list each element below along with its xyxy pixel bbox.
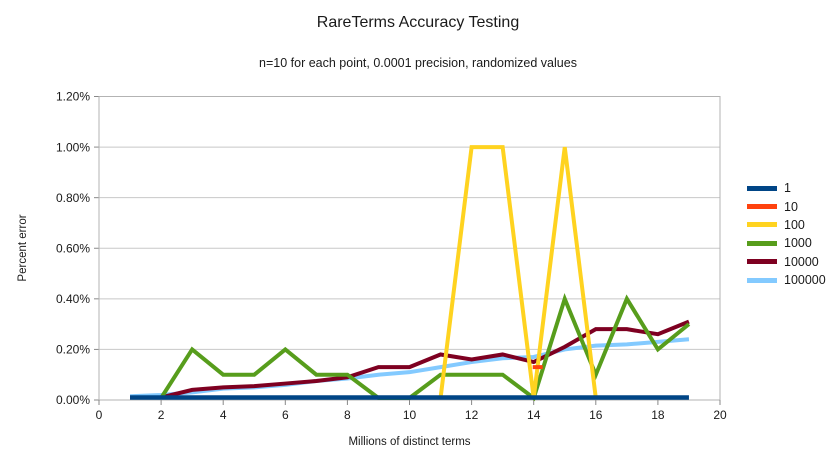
legend-label: 100000 (784, 273, 826, 288)
x-tick-label: 10 (403, 408, 417, 422)
x-tick-label: 14 (527, 408, 541, 422)
x-tick-label: 18 (651, 408, 665, 422)
legend-label: 100 (784, 217, 805, 232)
legend-swatch (747, 259, 777, 265)
legend-item-10000: 10000 (747, 253, 826, 271)
legend-swatch (747, 185, 777, 191)
x-tick-label: 0 (96, 408, 103, 422)
legend-item-1: 1 (747, 179, 826, 197)
legend-label: 1000 (784, 236, 812, 251)
y-tick-label: 0.80% (56, 191, 90, 205)
y-tick-label: 1.00% (56, 140, 90, 154)
legend-label: 10000 (784, 254, 819, 269)
x-tick-label: 4 (220, 408, 227, 422)
legend-swatch (747, 277, 777, 283)
chart-subtitle: n=10 for each point, 0.0001 precision, r… (259, 56, 577, 70)
legend-swatch (747, 204, 777, 210)
x-tick-label: 8 (344, 408, 351, 422)
x-tick-label: 2 (158, 408, 165, 422)
legend: 1 10 100 1000 10000 100000 (747, 179, 826, 289)
x-tick-label: 6 (282, 408, 289, 422)
chart-title: RareTerms Accuracy Testing (316, 14, 520, 31)
legend-item-100: 100 (747, 216, 826, 234)
y-tick-label: 0.40% (56, 292, 90, 306)
y-tick-label: 0.20% (56, 343, 90, 357)
x-tick-label: 16 (589, 408, 603, 422)
legend-label: 10 (784, 199, 798, 214)
y-tick-label: 0.00% (56, 393, 90, 407)
legend-item-1000: 1000 (747, 234, 826, 252)
legend-swatch (747, 222, 777, 228)
legend-item-100000: 100000 (747, 271, 826, 289)
legend-swatch (747, 240, 777, 246)
series-line-1000 (159, 292, 691, 402)
x-axis-title: Millions of distinct terms (348, 436, 471, 448)
x-tick-label: 12 (465, 408, 479, 422)
series-line-100 (438, 145, 598, 399)
y-tick-label: 0.60% (56, 241, 90, 255)
series-line-10000 (130, 319, 690, 400)
legend-label: 1 (784, 181, 791, 196)
x-tick-label: 20 (713, 408, 727, 422)
legend-item-10: 10 (747, 197, 826, 215)
y-tick-label: 1.20% (56, 90, 90, 104)
